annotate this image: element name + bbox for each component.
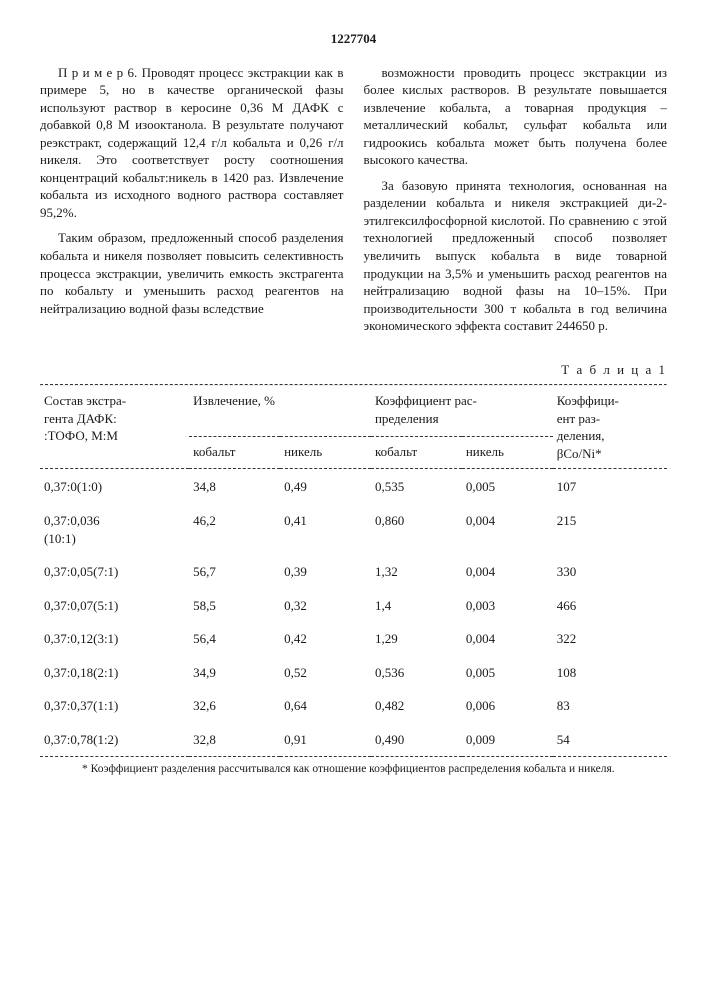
cell: 0,004 [462, 622, 553, 656]
cell: 0,536 [371, 656, 462, 690]
table-header: Состав экстра-гента ДАФК::ТОФО, М:М Извл… [40, 386, 667, 470]
cell: 0,37:0,036(10:1) [40, 504, 189, 555]
cell: 0,39 [280, 555, 371, 589]
cell: 83 [553, 689, 667, 723]
document-number: 1227704 [331, 30, 377, 48]
table-row: 0,37:0,036(10:1)46,20,410,8600,004215 [40, 504, 667, 555]
cell: 1,29 [371, 622, 462, 656]
cell: 32,8 [189, 723, 280, 757]
cell: 58,5 [189, 589, 280, 623]
cell: 0,37:0,78(1:2) [40, 723, 189, 757]
right-column: возможности проводить процесс экстракции… [364, 64, 668, 343]
cell: 322 [553, 622, 667, 656]
cell: 1,32 [371, 555, 462, 589]
cell: 0,37:0,07(5:1) [40, 589, 189, 623]
cell: 32,6 [189, 689, 280, 723]
cell: 0,37:0,12(3:1) [40, 622, 189, 656]
cell: 56,7 [189, 555, 280, 589]
cell: 0,37:0(1:0) [40, 470, 189, 504]
cell: 0,490 [371, 723, 462, 757]
th-sub-nickel: никель [280, 437, 371, 469]
cell: 0,91 [280, 723, 371, 757]
table-body: 0,37:0(1:0)34,80,490,5350,005107 0,37:0,… [40, 470, 667, 758]
cell: 0,41 [280, 504, 371, 555]
th-sub-cobalt2: кобальт [371, 437, 462, 469]
cell: 0,49 [280, 470, 371, 504]
th-separation: Коэффици-ент раз-деления,βCo/Ni* [553, 386, 667, 469]
paragraph: За базовую принята технология, основанна… [364, 177, 668, 335]
cell: 0,37:0,05(7:1) [40, 555, 189, 589]
paragraph: Таким образом, предложенный способ разде… [40, 229, 344, 317]
th-sub-nickel2: никель [462, 437, 553, 469]
cell: 0,009 [462, 723, 553, 757]
paragraph: возможности проводить процесс экстракции… [364, 64, 668, 169]
th-distribution: Коэффициент рас-пределения [371, 386, 553, 436]
paragraph: П р и м е р 6. Проводят процесс экстракц… [40, 64, 344, 222]
cell: 0,860 [371, 504, 462, 555]
cell: 108 [553, 656, 667, 690]
cell: 56,4 [189, 622, 280, 656]
table-footnote: * Коэффициент разделения рассчитывался к… [40, 762, 667, 778]
cell: 107 [553, 470, 667, 504]
table-row: 0,37:0,12(3:1)56,40,421,290,004322 [40, 622, 667, 656]
cell: 0,52 [280, 656, 371, 690]
table-row: 0,37:0(1:0)34,80,490,5350,005107 [40, 470, 667, 504]
th-composition: Состав экстра-гента ДАФК::ТОФО, М:М [40, 386, 189, 469]
header-row: 1227704 [40, 30, 667, 58]
cell: 34,9 [189, 656, 280, 690]
cell: 215 [553, 504, 667, 555]
cell: 0,37:0,37(1:1) [40, 689, 189, 723]
cell: 330 [553, 555, 667, 589]
table-row: 0,37:0,37(1:1)32,60,640,4820,00683 [40, 689, 667, 723]
cell: 0,004 [462, 555, 553, 589]
cell: 0,42 [280, 622, 371, 656]
cell: 0,37:0,18(2:1) [40, 656, 189, 690]
left-column: П р и м е р 6. Проводят процесс экстракц… [40, 64, 344, 343]
table-caption: Т а б л и ц а 1 [40, 361, 667, 379]
cell: 0,535 [371, 470, 462, 504]
table-row: 0,37:0,78(1:2)32,80,910,4900,00954 [40, 723, 667, 757]
table-row: 0,37:0,07(5:1)58,50,321,40,003466 [40, 589, 667, 623]
text-columns: П р и м е р 6. Проводят процесс экстракц… [40, 64, 667, 343]
cell: 0,005 [462, 470, 553, 504]
cell: 34,8 [189, 470, 280, 504]
th-extraction: Извлечение, % [189, 386, 371, 436]
data-table: Состав экстра-гента ДАФК::ТОФО, М:М Извл… [40, 386, 667, 758]
cell: 54 [553, 723, 667, 757]
cell: 0,005 [462, 656, 553, 690]
table-row: 0,37:0,18(2:1)34,90,520,5360,005108 [40, 656, 667, 690]
cell: 1,4 [371, 589, 462, 623]
th-sub-cobalt: кобальт [189, 437, 280, 469]
cell: 0,482 [371, 689, 462, 723]
cell: 0,64 [280, 689, 371, 723]
cell: 0,006 [462, 689, 553, 723]
cell: 0,003 [462, 589, 553, 623]
cell: 466 [553, 589, 667, 623]
cell: 0,32 [280, 589, 371, 623]
table-row: 0,37:0,05(7:1)56,70,391,320,004330 [40, 555, 667, 589]
cell: 46,2 [189, 504, 280, 555]
cell: 0,004 [462, 504, 553, 555]
